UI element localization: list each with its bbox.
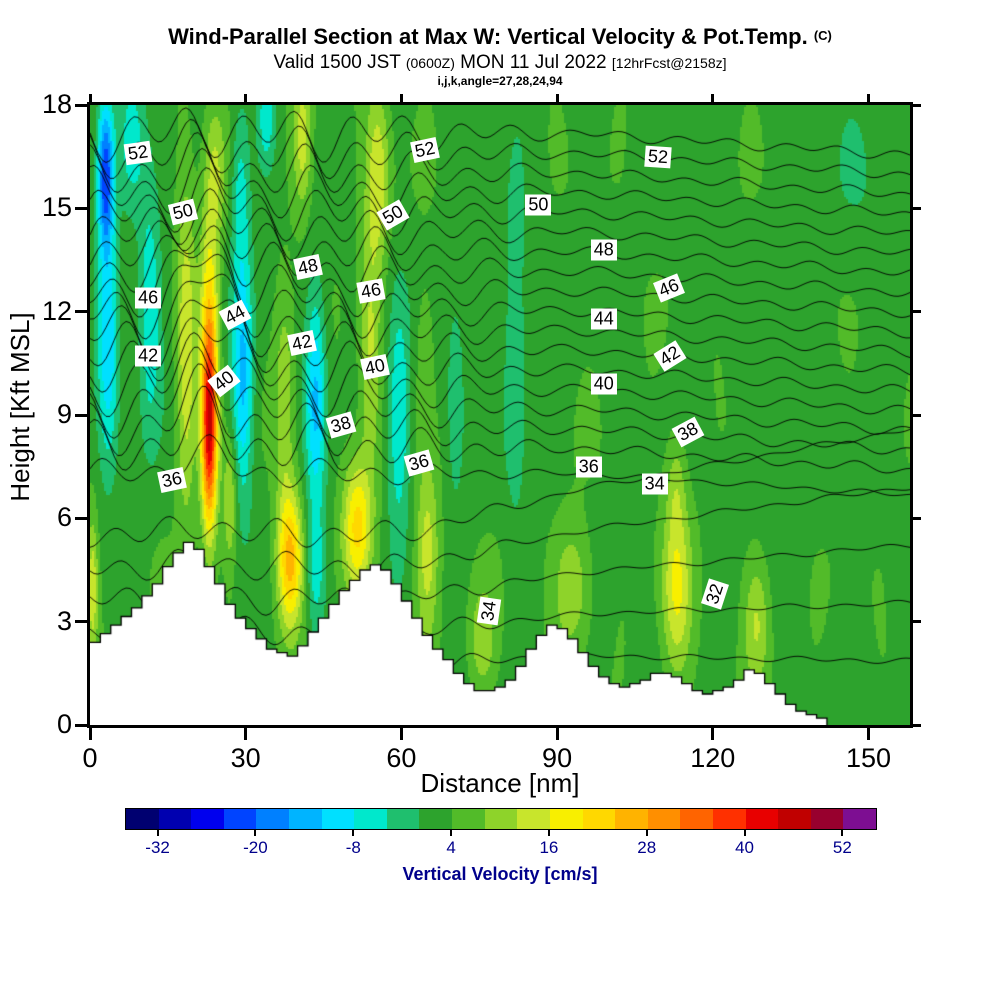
colorbar-segment: [191, 809, 224, 829]
y-axis-tick: [75, 620, 87, 624]
colorbar-tick: [547, 829, 550, 836]
colorbar-segment: [223, 809, 257, 829]
y-axis-tick: [75, 723, 87, 727]
colorbar-tick-label: 40: [735, 838, 755, 857]
chart-title-text: Wind-Parallel Section at Max W: Vertical…: [168, 24, 808, 49]
x-axis-top-tick: [866, 94, 870, 102]
colorbar-tick: [450, 829, 453, 836]
chart-subtitle: Valid 1500 JST (0600Z) MON 11 Jul 2022 […: [0, 52, 1000, 74]
x-axis-tick: [399, 728, 403, 740]
colorbar-tick-label: 52: [832, 838, 852, 857]
chart-title-unit: (C): [813, 28, 832, 43]
colorbar-tick: [645, 829, 648, 836]
colorbar-tick-label: 28: [637, 838, 657, 857]
valid-zulu: (0600Z): [405, 55, 455, 71]
colorbar-tick: [352, 829, 355, 836]
grid-info-line: i,j,k,angle=27,28,24,94: [437, 74, 563, 88]
x-axis-top-tick: [711, 94, 715, 102]
colorbar-segment: [810, 809, 844, 829]
y-axis-right-tick: [913, 206, 921, 210]
y-axis-tick: [75, 516, 87, 520]
colorbar-tick-label: 4: [446, 838, 456, 857]
y-axis-title: Height [Kft MSL]: [5, 312, 35, 502]
colorbar-segment: [615, 809, 648, 829]
colorbar-tick-label: -20: [243, 838, 268, 857]
y-axis-tick: [75, 413, 87, 417]
colorbar-segment: [158, 809, 192, 829]
x-axis-tick: [88, 728, 92, 740]
y-axis-right-tick: [913, 620, 921, 624]
colorbar: [125, 808, 877, 830]
colorbar-segment: [452, 809, 485, 829]
colorbar-segment: [517, 809, 550, 829]
x-axis-title: Distance [nm]: [420, 768, 580, 798]
y-tick-label: 3: [56, 605, 72, 636]
colorbar-segment: [745, 809, 779, 829]
colorbar-segment: [256, 809, 290, 829]
x-axis-tick: [555, 728, 559, 740]
x-axis-top-tick: [88, 94, 92, 102]
colorbar-segment: [354, 809, 387, 829]
colorbar-tick-label: 16: [539, 838, 559, 857]
x-axis-top-tick: [399, 94, 403, 102]
colorbar-segment: [126, 809, 159, 829]
colorbar-segment: [647, 809, 681, 829]
colorbar-segment: [712, 809, 746, 829]
colorbar-segment: [386, 809, 420, 829]
y-tick-label: 18: [41, 89, 72, 119]
colorbar-segment: [582, 809, 616, 829]
x-axis-top-tick: [244, 94, 248, 102]
y-axis-right-tick: [913, 516, 921, 520]
y-axis-right-tick: [913, 723, 921, 727]
colorbar-segment: [321, 809, 355, 829]
colorbar-segment: [843, 809, 877, 829]
y-axis-tick: [75, 103, 87, 107]
x-axis-tick: [711, 728, 715, 740]
colorbar-tick: [254, 829, 257, 836]
x-axis-tick: [866, 728, 870, 740]
colorbar-tick: [156, 829, 159, 836]
chart-title: Wind-Parallel Section at Max W: Vertical…: [0, 24, 1000, 50]
y-axis-right-tick: [913, 310, 921, 314]
colorbar-tick: [743, 829, 746, 836]
y-axis-right-tick: [913, 103, 921, 107]
colorbar-title: Vertical Velocity [cm/s]: [402, 864, 598, 884]
colorbar-segment: [778, 809, 811, 829]
colorbar-tick: [841, 829, 844, 836]
colorbar-tick-label: -32: [145, 838, 170, 857]
colorbar-segment: [680, 809, 713, 829]
colorbar-tick-label: -8: [345, 838, 361, 857]
plot-frame: [87, 102, 913, 728]
y-axis-right-tick: [913, 413, 921, 417]
colorbar-segment: [419, 809, 453, 829]
valid-time: Valid 1500 JST: [273, 52, 401, 73]
colorbar-segment: [289, 809, 322, 829]
y-axis-tick: [75, 206, 87, 210]
colorbar-segment: [484, 809, 518, 829]
y-tick-label: 15: [41, 192, 72, 223]
colorbar-segment: [549, 809, 583, 829]
forecast-info: [12hrFcst@2158z]: [611, 55, 727, 71]
x-axis-top-tick: [555, 94, 559, 102]
valid-date: MON 11 Jul 2022: [460, 52, 607, 73]
y-tick-label: 0: [56, 709, 72, 739]
y-axis-tick: [75, 310, 87, 314]
x-axis-tick: [244, 728, 248, 740]
